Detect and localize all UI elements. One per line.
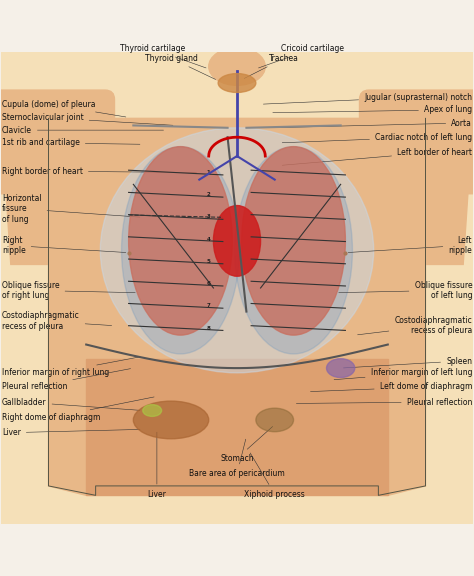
Text: Xiphoid process: Xiphoid process xyxy=(244,453,305,499)
Text: Jugular (suprasternal) notch: Jugular (suprasternal) notch xyxy=(264,93,472,104)
Text: Stomach: Stomach xyxy=(220,426,273,463)
Text: Left dome of diaphragm: Left dome of diaphragm xyxy=(310,382,472,392)
Text: Costodiaphragmatic
recess of pleura: Costodiaphragmatic recess of pleura xyxy=(357,316,472,335)
Text: Thyroid cartilage: Thyroid cartilage xyxy=(119,44,206,68)
Text: Gallbladder: Gallbladder xyxy=(2,397,140,410)
Text: 4: 4 xyxy=(207,237,210,242)
Text: 1st rib and cartilage: 1st rib and cartilage xyxy=(2,138,140,147)
Text: Sternoclavicular joint: Sternoclavicular joint xyxy=(2,113,173,125)
Text: Right
nipple: Right nipple xyxy=(2,236,126,255)
Text: Bare area of pericardium: Bare area of pericardium xyxy=(189,439,285,479)
Text: Costodiaphragmatic
recess of pleura: Costodiaphragmatic recess of pleura xyxy=(2,311,112,331)
Ellipse shape xyxy=(121,147,239,354)
Text: 3: 3 xyxy=(207,214,210,219)
Text: 1: 1 xyxy=(207,170,210,175)
Ellipse shape xyxy=(213,206,261,276)
Text: Left border of heart: Left border of heart xyxy=(282,148,472,165)
Ellipse shape xyxy=(242,147,346,335)
Text: Right dome of diaphragm: Right dome of diaphragm xyxy=(2,397,154,422)
Text: 7: 7 xyxy=(207,304,210,308)
Text: Horizontal
fissure
of lung: Horizontal fissure of lung xyxy=(2,194,140,223)
Ellipse shape xyxy=(235,147,353,354)
Text: Aorta: Aorta xyxy=(273,119,472,128)
Text: Inferior margin of left lung: Inferior margin of left lung xyxy=(334,368,472,380)
Text: Oblique fissure
of right lung: Oblique fissure of right lung xyxy=(2,281,135,300)
Text: Pleural reflection: Pleural reflection xyxy=(2,369,131,392)
FancyBboxPatch shape xyxy=(359,90,474,194)
Polygon shape xyxy=(1,123,67,264)
FancyBboxPatch shape xyxy=(0,90,115,194)
Polygon shape xyxy=(86,359,388,495)
Polygon shape xyxy=(48,118,426,495)
Text: Cardiac notch of left lung: Cardiac notch of left lung xyxy=(282,132,472,143)
Text: Inferior margin of right lung: Inferior margin of right lung xyxy=(2,357,140,377)
Text: Spleen: Spleen xyxy=(344,357,472,368)
Text: Left
nipple: Left nipple xyxy=(348,236,472,255)
Text: Clavicle: Clavicle xyxy=(2,126,164,135)
Text: 6: 6 xyxy=(207,281,210,286)
Text: Thyroid gland: Thyroid gland xyxy=(145,54,216,79)
Text: 8: 8 xyxy=(207,325,210,331)
Text: Liver: Liver xyxy=(147,432,166,499)
Text: Oblique fissure
of left lung: Oblique fissure of left lung xyxy=(339,281,472,300)
Text: Apex of lung: Apex of lung xyxy=(273,105,472,115)
Ellipse shape xyxy=(128,147,232,335)
Ellipse shape xyxy=(327,359,355,377)
Text: Cricoid cartilage: Cricoid cartilage xyxy=(258,44,344,68)
Polygon shape xyxy=(407,123,473,264)
Text: Right border of heart: Right border of heart xyxy=(2,166,197,176)
Text: 2: 2 xyxy=(207,192,210,197)
Ellipse shape xyxy=(133,401,209,439)
Text: Liver: Liver xyxy=(2,428,140,437)
Ellipse shape xyxy=(143,404,162,416)
Text: Pleural reflection: Pleural reflection xyxy=(296,397,472,407)
Text: Trachea: Trachea xyxy=(244,54,299,78)
Ellipse shape xyxy=(100,128,374,373)
Text: Cupula (dome) of pleura: Cupula (dome) of pleura xyxy=(2,100,126,117)
Ellipse shape xyxy=(256,408,293,432)
Ellipse shape xyxy=(209,48,265,85)
Text: 5: 5 xyxy=(207,259,210,264)
Ellipse shape xyxy=(218,74,256,92)
